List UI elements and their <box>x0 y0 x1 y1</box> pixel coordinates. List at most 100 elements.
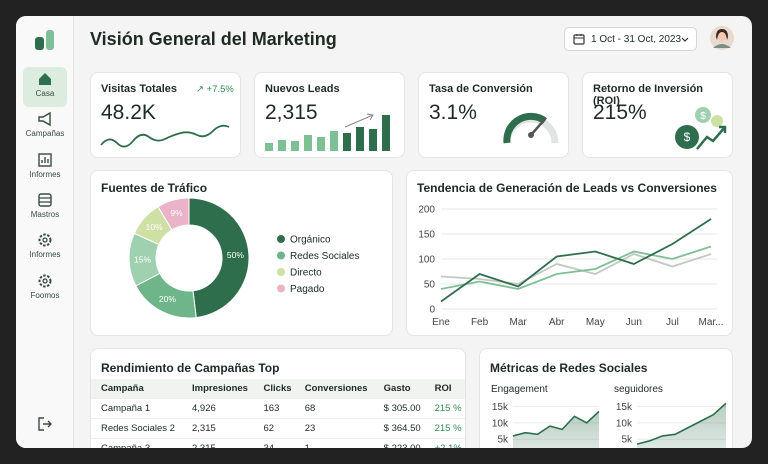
line-card: 0 50 100 150 200 Ene Feb Mar Abr May Jun Jul Mar... … <box>406 170 733 336</box>
chart-title: Tendencia de Generación de Leads vs Conv… <box>417 181 717 195</box>
legend-label: Pagado <box>290 284 325 295</box>
nav-item[interactable]: Informes <box>23 148 67 188</box>
donut-card: 50% 20% 15% 10% 9% Orgánico Redes Sociales Dire… <box>90 170 393 336</box>
table-row: Campaña 32,315341$ 223.00+2.1% <box>91 438 465 448</box>
y-tick-label: 100 <box>418 255 435 266</box>
nav-item[interactable]: Foomos <box>23 269 67 309</box>
social-title: Métricas de Redes Sociales <box>490 361 648 375</box>
area-line <box>512 410 600 437</box>
icon <box>39 73 51 85</box>
page-title: Visión General del Marketing <box>90 29 337 49</box>
line-chart: 0 50 100 150 200 Ene Feb Mar Abr May Jun Jul Mar... <box>418 205 723 329</box>
slice-label: 20% <box>159 294 176 304</box>
sidebar: Casa Campañas Informes Mastros Informes … <box>16 16 74 448</box>
table-cell: 4,926 <box>182 398 254 419</box>
slice-label: 15% <box>134 254 151 264</box>
avatar[interactable] <box>710 26 734 50</box>
mini-bars <box>265 113 390 151</box>
kpi-change-value: +7.5% <box>206 84 234 95</box>
table-cell: $ 364.50 <box>373 418 425 439</box>
kpi-card: Retorno de Inversión (ROI) 215% $ $ <box>582 72 733 158</box>
legend-label: Directo <box>290 268 322 279</box>
x-tick-label: Jul <box>666 317 679 328</box>
slice-label: 50% <box>227 250 244 260</box>
kpi-card: Nuevos Leads 2,315 <box>254 72 405 158</box>
social-card: Métricas de Redes Sociales Engagement se… <box>479 348 733 448</box>
donut-chart: 50% 20% 15% 10% 9% Orgánico Redes Sociales Dire… <box>128 197 359 319</box>
legend-label: Redes Sociales <box>290 251 359 262</box>
line-series <box>440 245 712 290</box>
nav-item[interactable]: Casa <box>23 67 67 107</box>
table-cell: 23 <box>294 418 374 439</box>
kpi-value: 3.1% <box>429 101 477 124</box>
nav-label: Foomos <box>30 291 60 300</box>
kpi-card: Tasa de Conversión 3.1% <box>418 72 569 158</box>
slice-label: 10% <box>146 222 163 232</box>
y-tick-label: 10k <box>616 418 633 429</box>
logo <box>35 30 54 50</box>
date-picker[interactable]: 1 Oct - 31 Oct, 2023 <box>564 27 697 51</box>
nav-item[interactable]: Informes <box>23 228 67 268</box>
column-header: Conversiones <box>294 379 374 399</box>
table-cell: 163 <box>253 398 295 419</box>
roi-icon: $$ <box>675 107 727 150</box>
table-body: Campaña 1 4,926 163 68 $ 305.00 215 % Redes So… <box>91 398 465 448</box>
nav-label: Mastros <box>30 210 60 219</box>
screen: Casa Campañas Informes Mastros Informes … <box>16 16 752 448</box>
table-cell: Campaña 3 <box>91 438 182 448</box>
table-cell: 2,315 <box>182 418 254 439</box>
table-cell: 215 % <box>424 398 465 419</box>
table-cell: 2,315 <box>182 438 254 448</box>
legend-swatch <box>277 284 285 293</box>
icon <box>38 274 52 288</box>
table-cell: 34 <box>253 438 295 448</box>
legend-swatch <box>277 235 285 243</box>
area-fill <box>513 411 599 448</box>
x-tick-label: Feb <box>471 317 489 328</box>
line-series <box>440 253 712 285</box>
y-tick-label: 50 <box>424 280 436 291</box>
table-cell: 62 <box>253 418 295 439</box>
icon <box>38 193 52 207</box>
table-row: Redes Sociales 2 2,315 62 23 $ 364.50 215 % <box>91 418 465 439</box>
y-tick-label: 5k <box>497 435 509 446</box>
donut-slice <box>157 197 190 231</box>
slice-label: 9% <box>170 208 183 218</box>
table-cell: $ 223.00 <box>373 438 425 448</box>
date-range: 1 Oct - 31 Oct, 2023 <box>591 34 682 45</box>
table-cell: 215 % <box>424 418 465 439</box>
table-title: Rendimiento de Campañas Top <box>101 361 280 375</box>
column-header: Campaña <box>91 379 182 399</box>
area-fill <box>637 403 726 448</box>
nav-label: Casa <box>35 89 55 98</box>
nav-item[interactable]: Mastros <box>23 188 67 228</box>
table-header: Campaña Impresiones Clicks Conversiones Gast… <box>91 379 465 399</box>
kpi-value: 215% <box>593 101 647 124</box>
x-tick-label: Abr <box>549 317 565 328</box>
y-tick-label: 5k <box>621 435 633 446</box>
gauge <box>503 112 559 144</box>
kpi-value: 48.2K <box>101 101 156 124</box>
table-cell: 1 <box>294 438 374 448</box>
kpi-label: Retorno de Inversión (ROI) <box>593 83 704 107</box>
kpi-label: Visitas Totales <box>101 83 178 95</box>
chevron <box>681 37 689 42</box>
legend-label: Orgánico <box>290 235 331 246</box>
svg-text:$: $ <box>684 130 691 144</box>
nav-label: Informes <box>29 250 61 259</box>
line-series <box>440 218 712 303</box>
x-tick-label: Jun <box>626 317 642 328</box>
calendar-icon <box>573 34 585 45</box>
nav-label: Informes <box>29 170 61 179</box>
kpi-label: Tasa de Conversión <box>429 83 533 95</box>
x-tick-label: May <box>586 317 605 328</box>
kpi-card: Visitas Totales ↗ +7.5% 48.2K <box>90 72 241 158</box>
chart-title: Engagement <box>491 384 548 395</box>
nav-item[interactable]: Campañas <box>23 107 67 147</box>
kpi-label: Nuevos Leads <box>265 83 340 95</box>
svg-text:$: $ <box>700 111 706 122</box>
logout-icon[interactable] <box>37 416 53 432</box>
column-header: Clicks <box>253 379 295 399</box>
nav-label: Campañas <box>25 129 65 138</box>
